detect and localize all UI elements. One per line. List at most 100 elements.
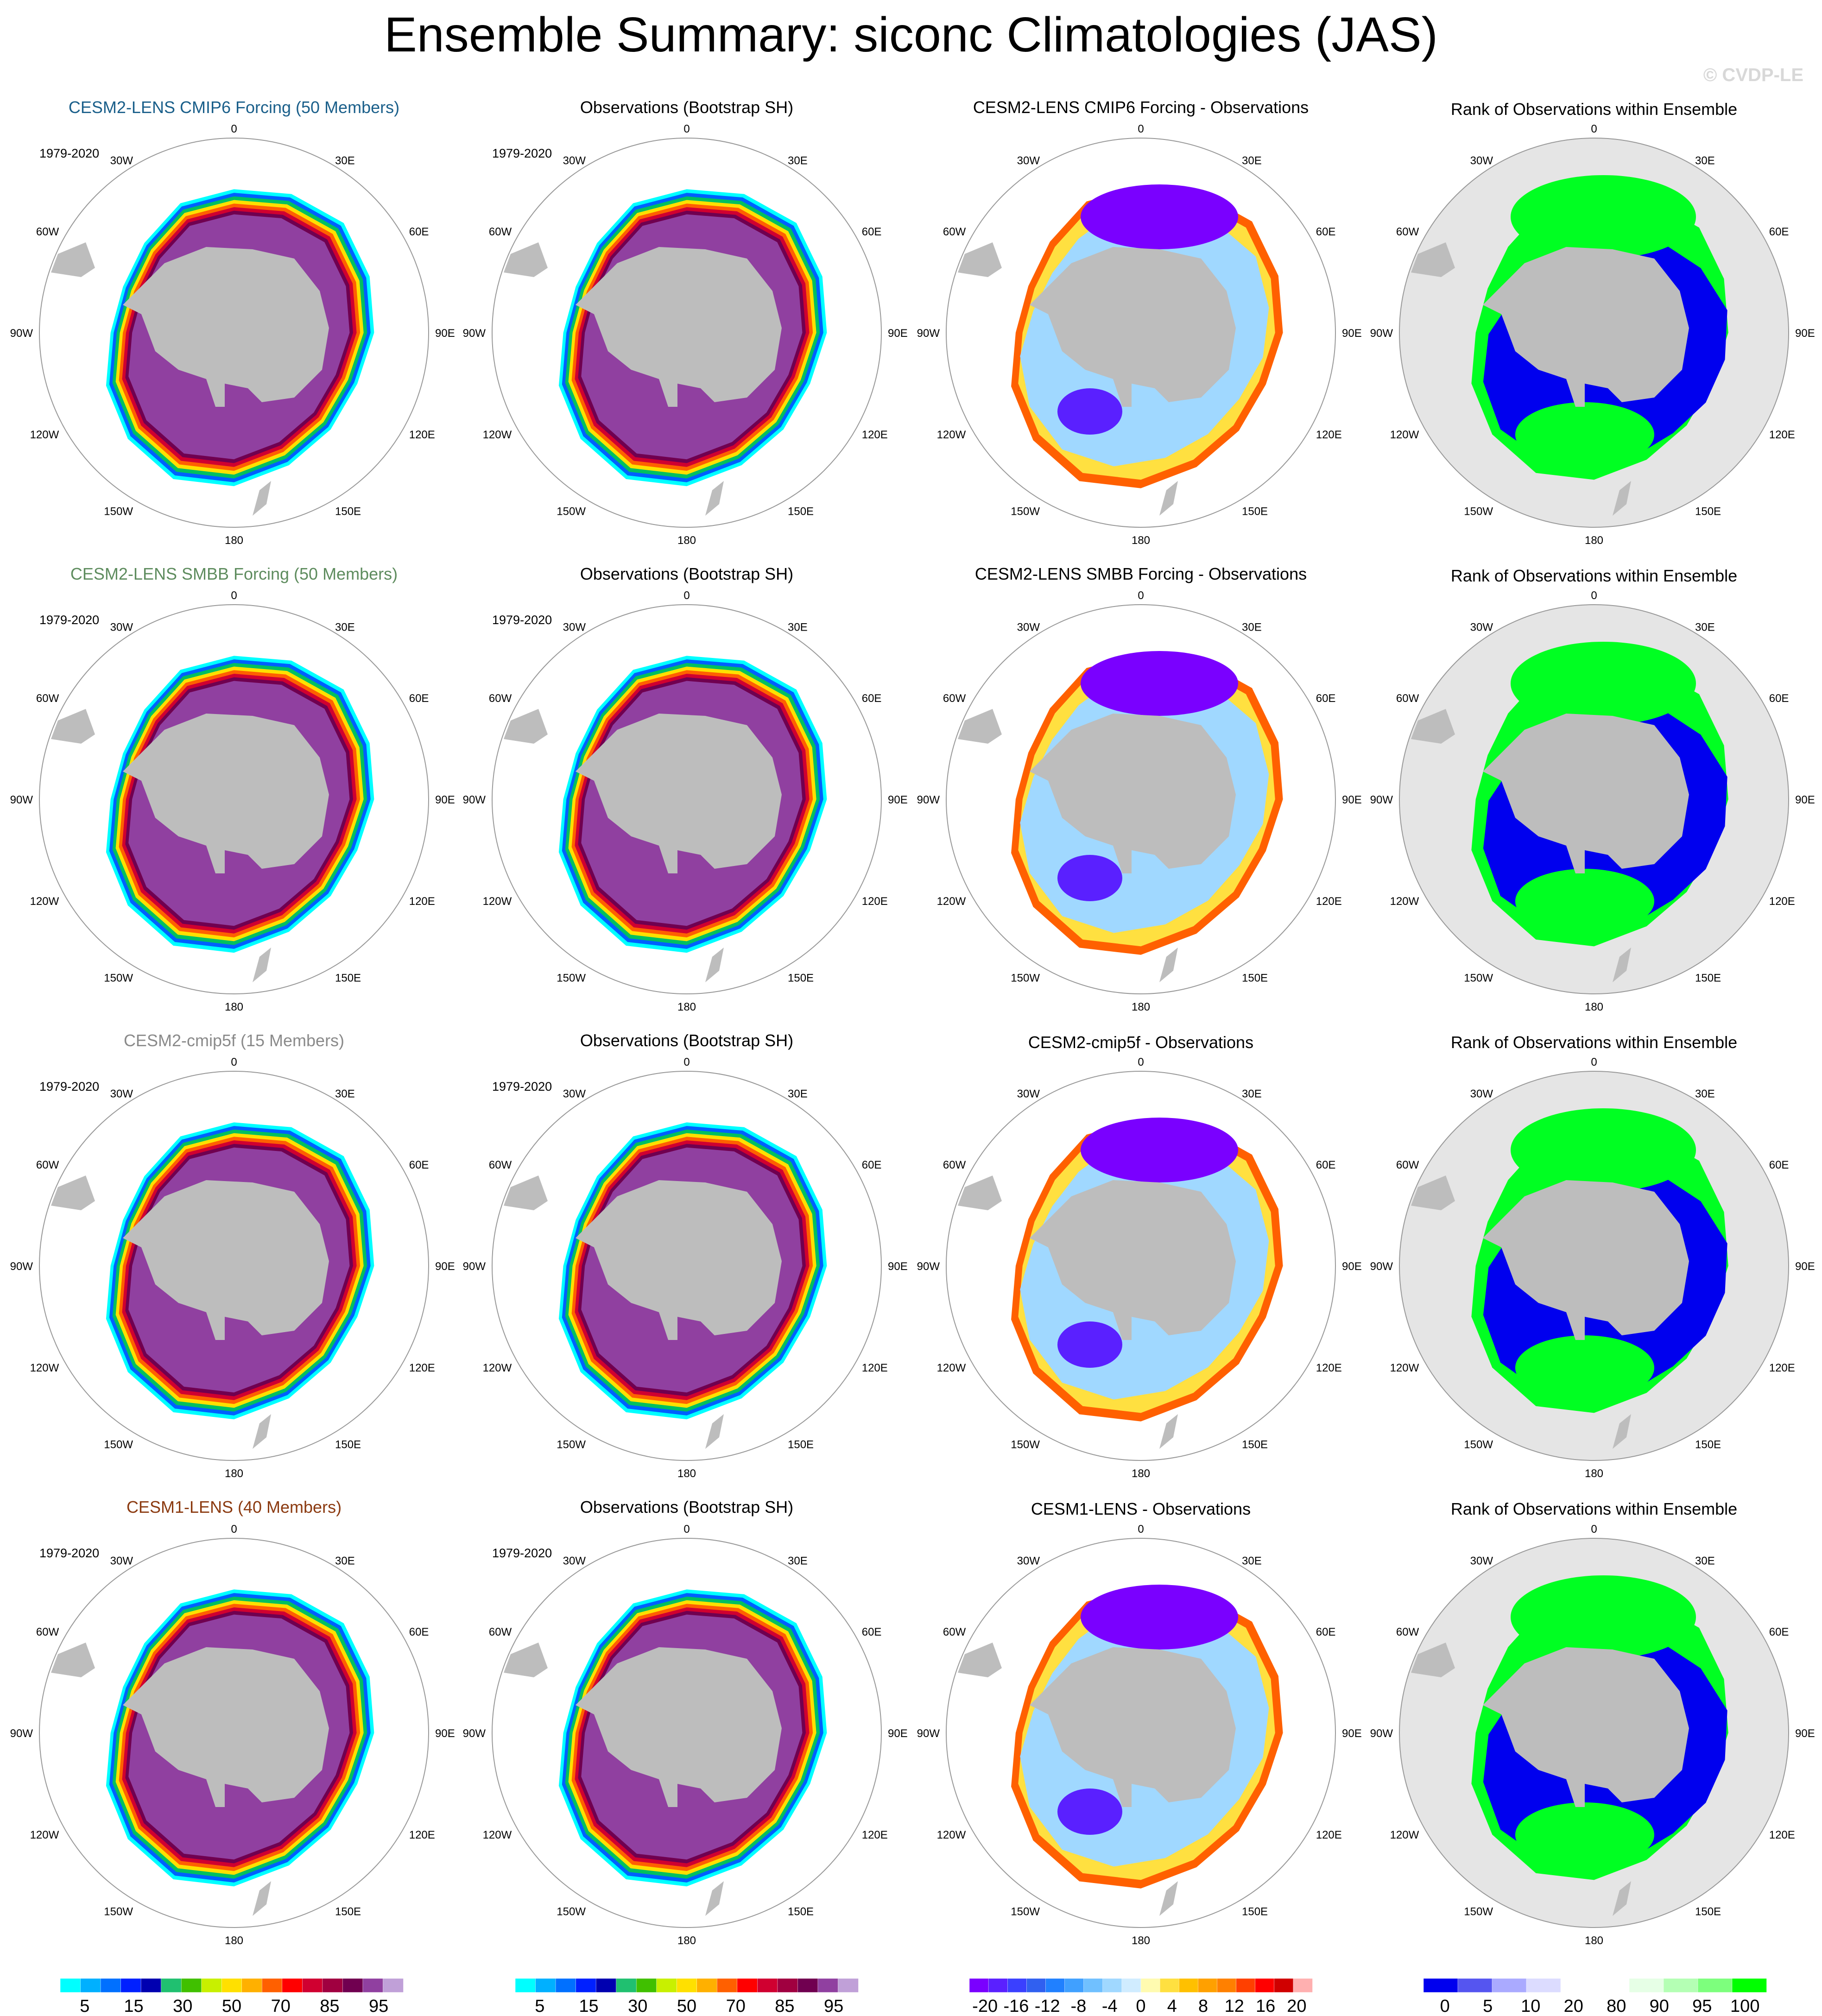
lon-label-l60: 60W [489,1626,512,1638]
lon-label-l90: 90W [917,327,940,340]
colorbar-tick-label: 85 [320,1997,340,2016]
lon-label-r60: 60E [409,226,429,238]
lon-label-l120: 120W [30,1362,59,1374]
colorbar-swatch [221,1978,242,1993]
colorbar-swatch [696,1978,718,1993]
colorbar-swatch [262,1978,283,1993]
lon-label-r30: 30E [335,621,355,633]
lon-label-r150: 150E [1242,972,1268,985]
colorbar-4 [1423,1978,1767,1993]
lon-label-r150: 150E [335,506,361,518]
lon-label-bottom: 180 [1585,1467,1603,1480]
new-zealand-landmass [253,481,271,516]
lon-label-r90: 90E [888,1260,908,1273]
lon-label-l150: 150W [104,506,133,518]
colorbar-swatch [1732,1978,1767,1993]
colorbar-swatch [595,1978,617,1993]
lon-label-top: 0 [1138,589,1144,602]
lon-label-l90: 90W [1370,1260,1393,1273]
colorbar-swatch [1178,1978,1199,1993]
colorbar-swatch [181,1978,202,1993]
antarctica-landmass [576,1647,782,1807]
south-america-landmass [504,709,548,744]
antarctica-landmass [1483,1180,1689,1340]
lon-label-r120: 120E [1769,1362,1795,1374]
colorbar-swatch [1140,1978,1160,1993]
colorbar-swatch [1083,1978,1103,1993]
lon-label-top: 0 [1138,1056,1144,1068]
antarctica-landmass [576,247,782,407]
lon-label-r120: 120E [409,1829,435,1841]
lon-label-l150: 150W [557,972,586,985]
colorbar-tick-label: -8 [1070,1997,1087,2016]
colorbar-tick-label: 100 [1730,1997,1760,2016]
new-zealand-landmass [705,481,724,516]
period-label: 1979-2020 [39,1546,100,1560]
lon-label-l90: 90W [463,1260,486,1273]
lon-label-r90: 90E [888,327,908,340]
colorbar-swatch [1236,1978,1256,1993]
lon-label-l120: 120W [30,429,59,441]
diff-band-strong-negative [1081,1118,1238,1182]
colorbar-swatch [1045,1978,1065,1993]
lon-label-l30: 30W [1017,621,1040,633]
colorbar-swatch [241,1978,263,1993]
colorbar-swatch [757,1978,778,1993]
map-rank-row3: 0 180 30E 60E 90E 120E 150E 30W 60W 90W 120W 150W [1370,1056,1815,1480]
colorbar-swatch [1423,1978,1458,1993]
lon-label-top: 0 [683,589,690,602]
lon-label-l30: 30W [1470,621,1493,633]
lon-label-r60: 60E [1769,692,1789,705]
map-model-row2: 0 180 30E 60E 90E 120E 150E 30W 60W 90W 120W 150W [10,589,455,1013]
colorbar-tick-label: 95 [1692,1997,1712,2016]
lon-label-bottom: 180 [677,534,696,547]
new-zealand-landmass [1613,481,1631,516]
new-zealand-landmass [705,948,724,982]
period-label: 1979-2020 [39,146,100,160]
period-label: 1979-2020 [492,1546,552,1560]
lon-label-bottom: 180 [677,1001,696,1013]
colorbar-tick-label: 4 [1167,1997,1177,2016]
panel-title-obs: Observations (Bootstrap SH) [580,98,794,117]
lon-label-r120: 120E [862,895,888,908]
lon-label-r60: 60E [862,692,882,705]
map-rank-row1: 0 180 30E 60E 90E 120E 150E 30W 60W 90W 120W 150W [1370,123,1815,547]
colorbar-swatch [383,1978,404,1993]
new-zealand-landmass [705,1881,724,1916]
lon-label-r120: 120E [862,1362,888,1374]
colorbar-swatch [201,1978,222,1993]
lon-label-l60: 60W [1396,1159,1419,1171]
lon-label-r150: 150E [1695,1906,1721,1918]
colorbar-tick-label: 50 [677,1997,697,2016]
lon-label-l30: 30W [1017,1555,1040,1567]
panel-title-rank: Rank of Observations within Ensemble [1450,1499,1738,1518]
colorbar-tick-label: 15 [124,1997,144,2016]
lon-label-r30: 30E [788,621,808,633]
period-label: 1979-2020 [39,613,100,627]
colorbar-swatch [1492,1978,1527,1993]
colorbar-swatch [161,1978,182,1993]
lon-label-r30: 30E [1242,1087,1262,1100]
lon-label-r120: 120E [409,895,435,908]
lon-label-r120: 120E [862,1829,888,1841]
map-model-row3: 0 180 30E 60E 90E 120E 150E 30W 60W 90W 120W 150W [10,1056,455,1480]
lon-label-r120: 120E [409,1362,435,1374]
colorbar-swatch [342,1978,363,1993]
lon-label-l60: 60W [943,226,966,238]
lon-label-bottom: 180 [1132,1467,1150,1480]
lon-label-r150: 150E [788,1439,814,1451]
colorbar-swatch [1102,1978,1122,1993]
lon-label-r90: 90E [1795,327,1815,340]
lon-label-l90: 90W [917,794,940,806]
lon-label-r90: 90E [1342,1727,1362,1740]
lon-label-l90: 90W [1370,794,1393,806]
lon-label-r60: 60E [1316,1159,1336,1171]
period-label: 1979-2020 [492,613,552,627]
colorbar-tick-label: 20 [1287,1997,1307,2016]
lon-label-l30: 30W [110,1087,133,1100]
lon-label-l150: 150W [1464,506,1493,518]
south-america-landmass [958,709,1002,744]
south-america-landmass [51,1175,95,1210]
colorbar-tick-label: 30 [628,1997,648,2016]
lon-label-l30: 30W [110,621,133,633]
